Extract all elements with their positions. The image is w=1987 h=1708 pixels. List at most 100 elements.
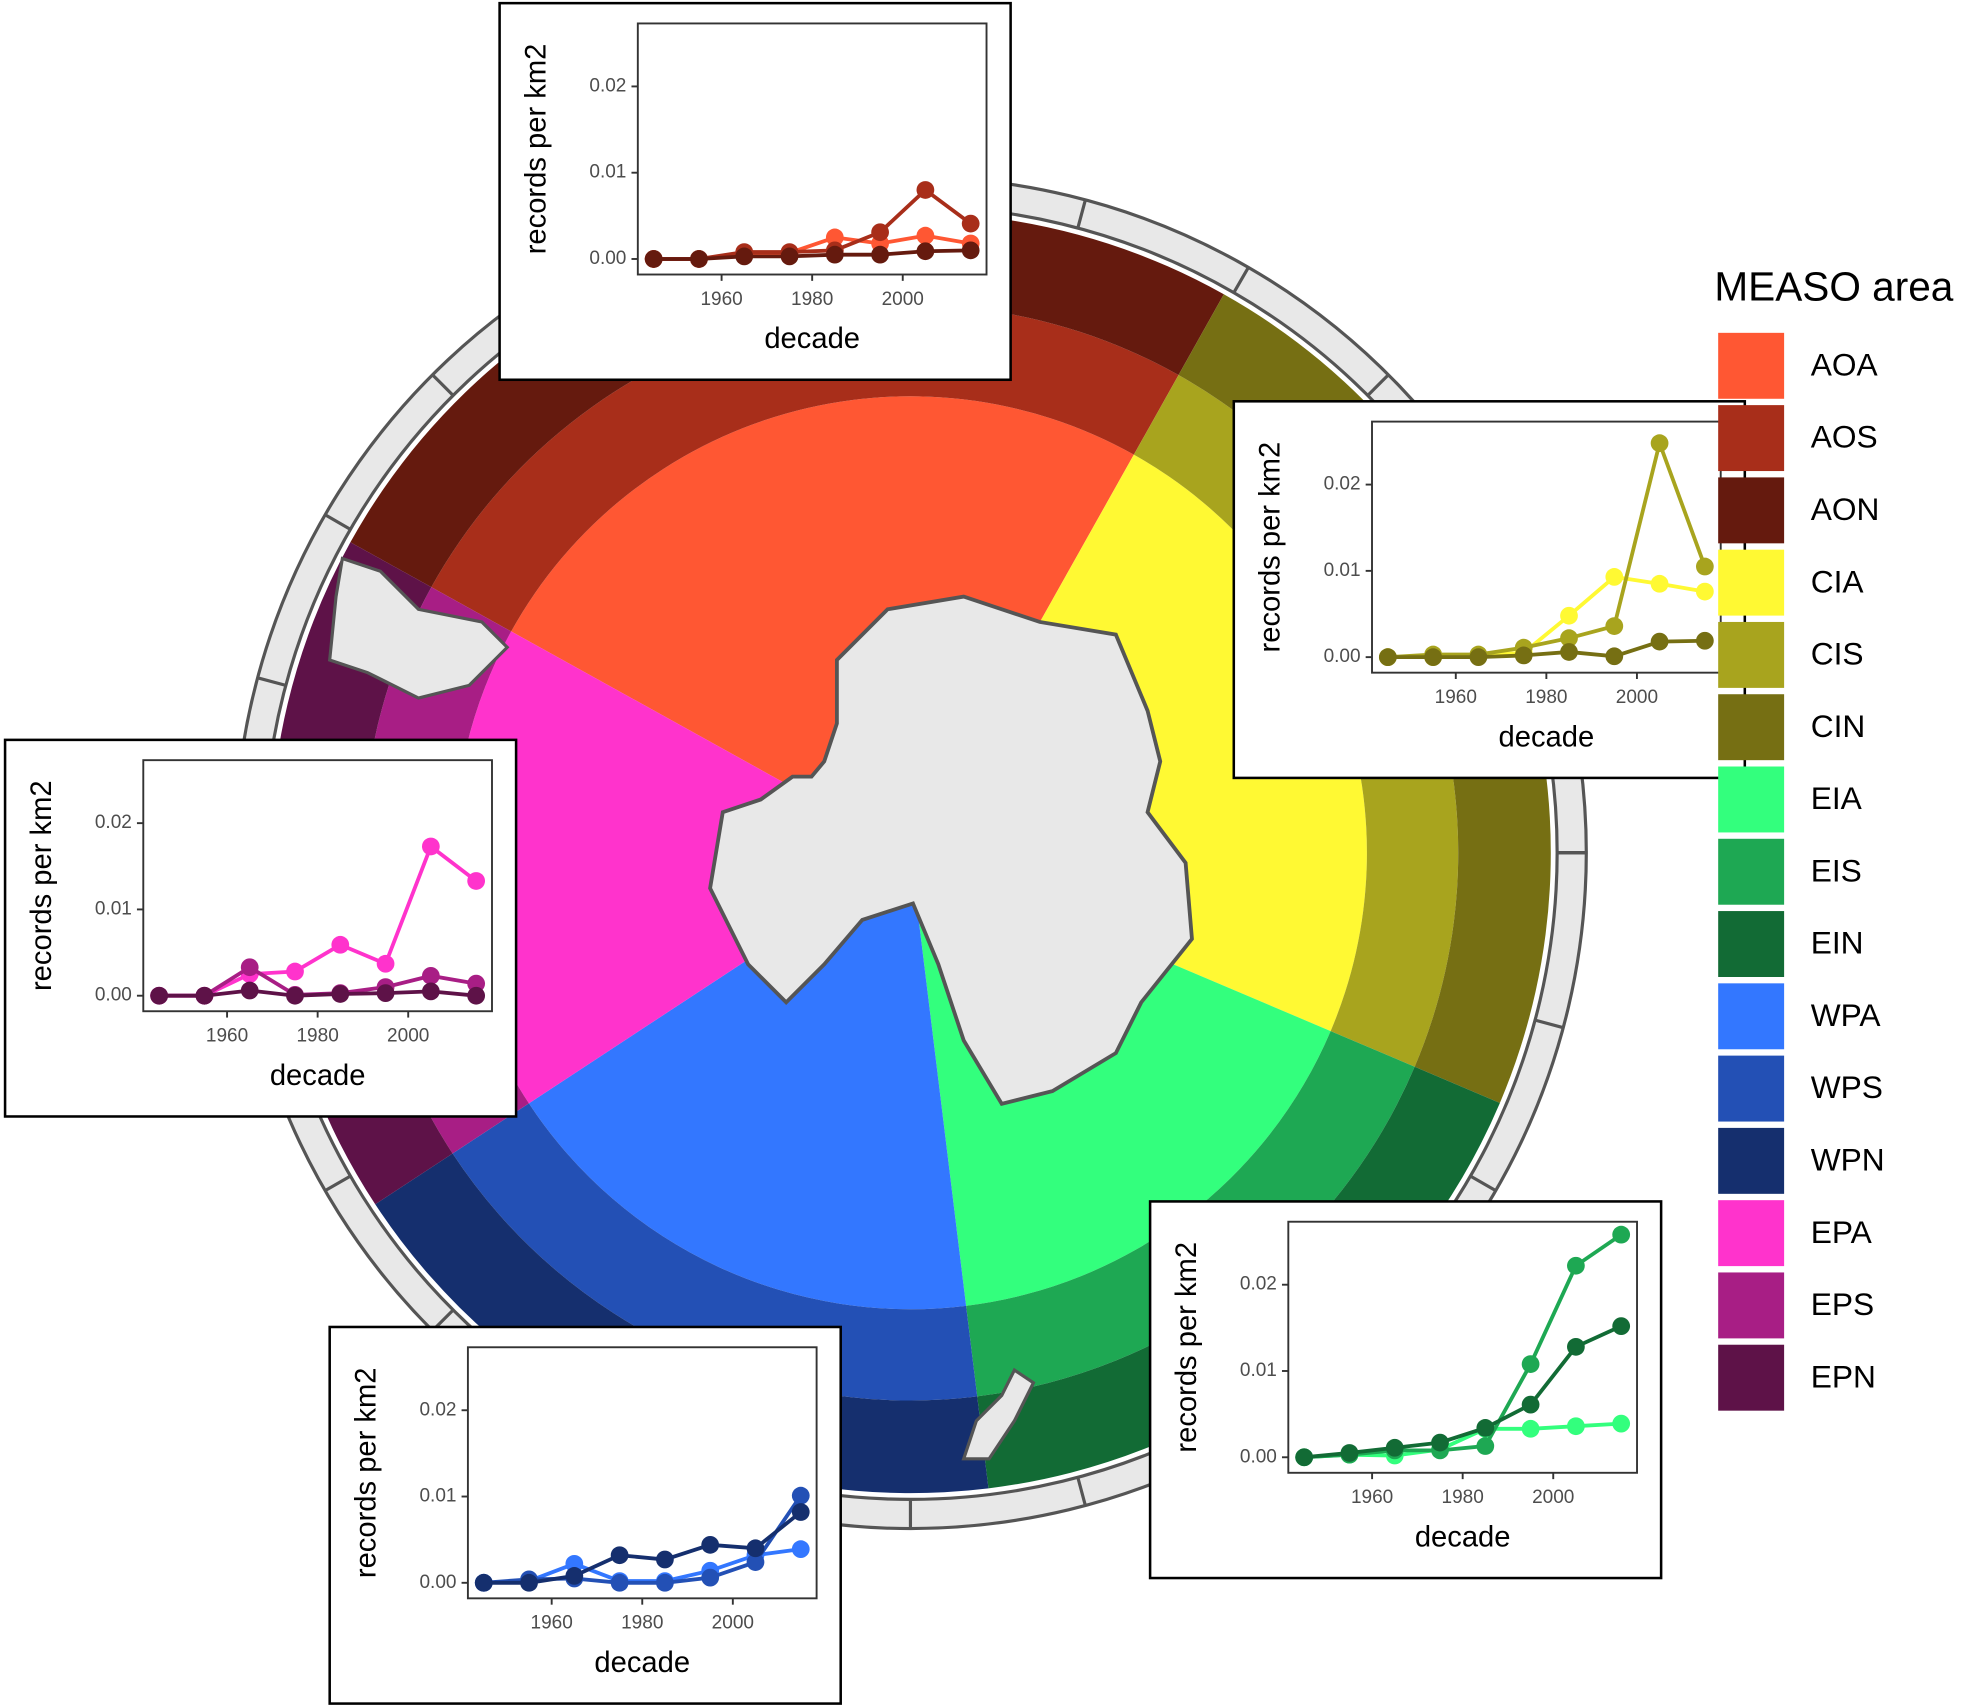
data-point <box>961 214 980 233</box>
frame-tick <box>324 513 352 531</box>
continent <box>708 594 1194 1106</box>
data-point <box>1378 648 1397 667</box>
legend-swatch <box>1718 1272 1785 1339</box>
data-point <box>1385 1438 1404 1457</box>
data-point <box>1521 1419 1540 1438</box>
y-tick-label: 0.00 <box>589 248 626 269</box>
data-point <box>1605 568 1624 586</box>
legend-swatch <box>1718 1055 1785 1122</box>
data-point <box>1567 1417 1585 1436</box>
landmass <box>961 1367 1036 1461</box>
data-point <box>916 181 935 199</box>
data-point <box>1650 632 1669 651</box>
data-point <box>1650 434 1669 453</box>
legend-swatch <box>1718 1127 1785 1194</box>
y-axis-title: records per km2 <box>26 780 58 991</box>
map-sector <box>431 304 1179 632</box>
data-point <box>1605 647 1624 666</box>
data-point <box>690 250 708 268</box>
legend-label: EIS <box>1811 852 1862 888</box>
data-point <box>735 247 754 266</box>
y-axis-title: records per km2 <box>1255 442 1287 653</box>
data-point <box>331 935 350 954</box>
data-point <box>1560 606 1578 625</box>
landmass <box>327 556 510 700</box>
data-point <box>644 250 663 268</box>
frame-tick <box>324 1174 352 1193</box>
inset-chart: 1960 1980 2000 0.00 0.01 0.02 decade records pe… <box>1232 400 1747 780</box>
frame-tick <box>257 676 287 687</box>
y-tick-label: 0.01 <box>589 162 626 183</box>
data-point <box>331 985 350 1003</box>
frame-tick <box>1469 1174 1497 1193</box>
data-point <box>1514 646 1533 665</box>
frame-tick <box>1232 266 1250 294</box>
map-sector <box>1178 294 1551 1103</box>
inset-chart: 1960 1980 2000 0.00 0.01 0.02 decade records pe… <box>498 1 1012 382</box>
data-point <box>1476 1419 1495 1437</box>
data-point <box>871 223 889 242</box>
data-point <box>240 981 259 1000</box>
legend-swatch <box>1718 332 1785 399</box>
frame-tick <box>1076 199 1087 229</box>
legend-label: CIA <box>1811 563 1865 599</box>
legend-label: EPN <box>1811 1358 1876 1394</box>
data-point <box>701 1568 720 1587</box>
x-tick-label: 2000 <box>387 1026 429 1047</box>
data-point <box>286 986 304 1005</box>
data-point <box>1560 629 1578 648</box>
map-sector <box>528 852 967 1310</box>
x-tick-label: 1960 <box>206 1026 248 1047</box>
x-tick-label: 1980 <box>621 1613 663 1634</box>
legend-swatch <box>1718 621 1785 688</box>
data-point <box>656 1550 674 1569</box>
legend-label: AOA <box>1811 346 1879 382</box>
data-point <box>791 1540 810 1559</box>
y-tick-label: 0.01 <box>1240 1360 1277 1381</box>
legend-swatch <box>1718 549 1785 616</box>
legend-label: CIN <box>1811 708 1866 744</box>
legend-swatch <box>1718 477 1785 544</box>
frame-tick <box>1076 1476 1087 1506</box>
data-point <box>916 242 935 261</box>
legend-label: EIA <box>1811 780 1863 816</box>
plot-panel <box>1371 420 1722 674</box>
data-point <box>1612 1225 1631 1244</box>
data-point <box>656 1573 674 1592</box>
x-tick-label: 1960 <box>531 1613 573 1634</box>
y-tick-label: 0.00 <box>95 985 132 1006</box>
legend-label: EPA <box>1811 1214 1873 1250</box>
data-point <box>565 1567 584 1585</box>
frame-tick <box>1534 1018 1564 1030</box>
legend-title: MEASO area <box>1714 263 1953 309</box>
y-axis-title: records per km2 <box>350 1367 382 1578</box>
data-point <box>1695 631 1714 650</box>
data-point <box>746 1539 765 1558</box>
map-sector <box>977 1066 1500 1489</box>
y-tick-label: 0.00 <box>1324 646 1361 667</box>
y-tick-label: 0.02 <box>1324 474 1361 495</box>
legend-label: CIS <box>1811 636 1864 672</box>
data-point <box>1650 574 1669 593</box>
legend: MEASO area AOA AOS AON CIA CIS CIN EIA EIS EIN WP… <box>1714 263 1954 1411</box>
data-point <box>421 966 440 985</box>
legend-label: WPN <box>1811 1142 1885 1178</box>
data-point <box>150 986 169 1005</box>
data-point <box>376 984 395 1002</box>
data-point <box>746 1553 765 1571</box>
data-point <box>916 226 935 245</box>
inset-chart: 1960 1980 2000 0.00 0.01 0.02 decade records pe… <box>328 1325 842 1705</box>
data-point <box>520 1573 538 1592</box>
y-axis-title: records per km2 <box>1171 1242 1203 1453</box>
data-point <box>780 247 799 266</box>
data-point <box>1560 643 1578 661</box>
y-tick-label: 0.01 <box>95 898 132 919</box>
data-point <box>376 954 395 973</box>
data-point <box>1695 582 1714 601</box>
y-tick-label: 0.00 <box>1240 1446 1277 1467</box>
data-point <box>467 986 486 1005</box>
data-point <box>1431 1433 1449 1452</box>
data-point <box>871 245 889 264</box>
data-point <box>1521 1355 1540 1373</box>
